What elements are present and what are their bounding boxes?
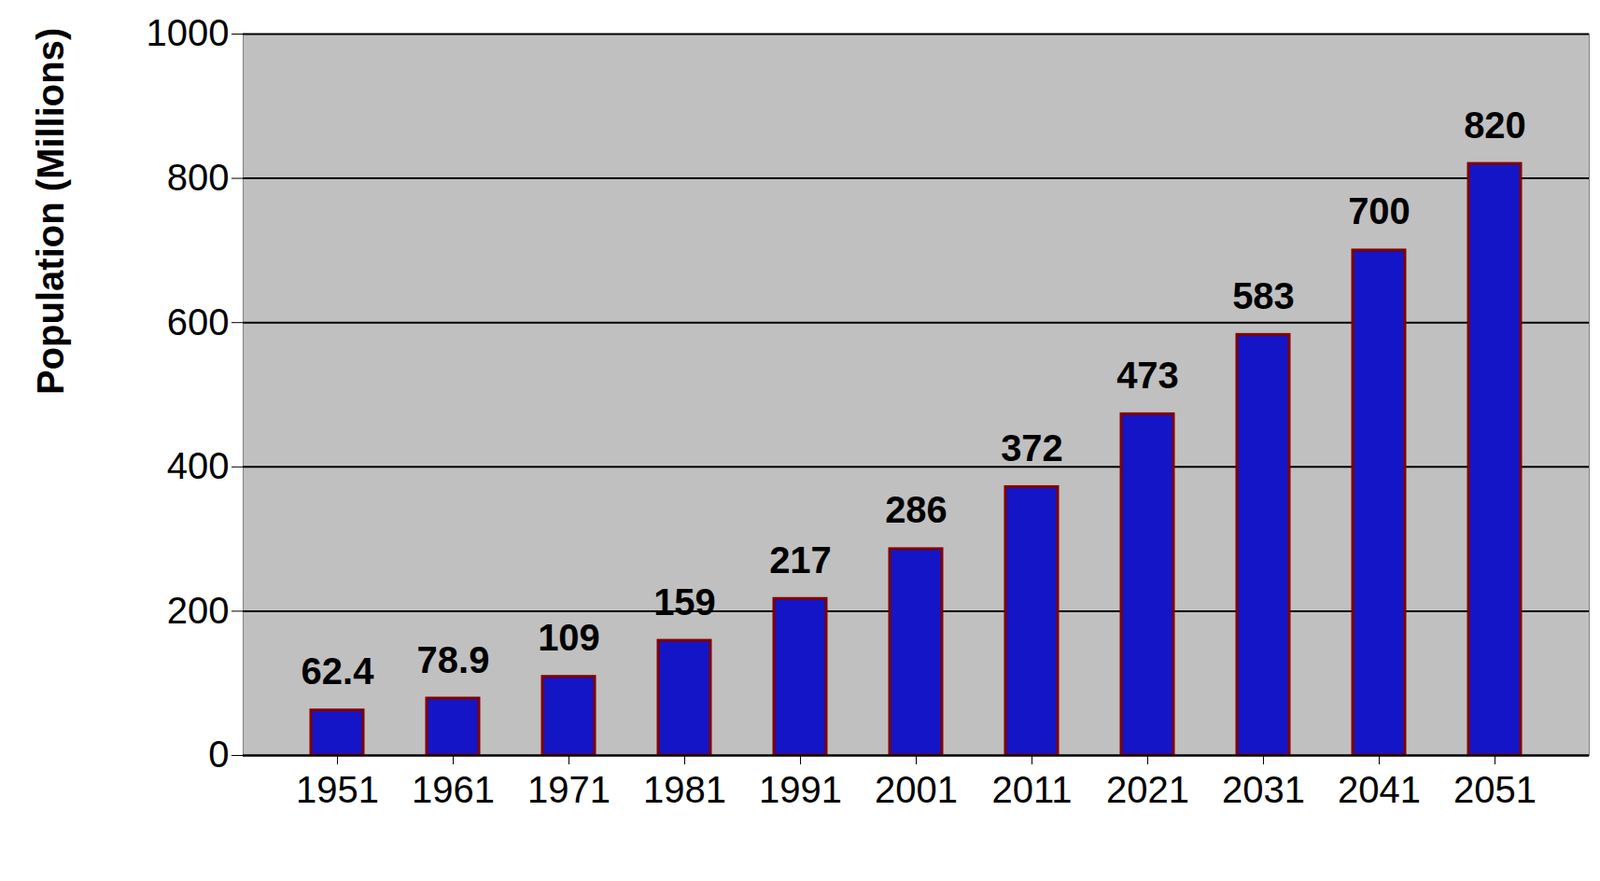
svg-text:800: 800 bbox=[167, 156, 230, 198]
svg-text:473: 473 bbox=[1116, 354, 1179, 396]
svg-text:159: 159 bbox=[653, 581, 716, 623]
svg-text:0: 0 bbox=[208, 733, 229, 775]
svg-text:217: 217 bbox=[769, 539, 832, 581]
svg-text:700: 700 bbox=[1347, 190, 1411, 232]
svg-text:1981: 1981 bbox=[643, 769, 727, 811]
svg-text:78.9: 78.9 bbox=[417, 639, 491, 681]
svg-text:2021: 2021 bbox=[1106, 769, 1190, 811]
svg-text:200: 200 bbox=[167, 589, 230, 632]
svg-text:286: 286 bbox=[884, 489, 948, 531]
svg-text:400: 400 bbox=[167, 445, 230, 487]
svg-text:372: 372 bbox=[1000, 427, 1064, 469]
svg-text:2011: 2011 bbox=[991, 769, 1072, 811]
svg-text:1961: 1961 bbox=[411, 769, 495, 811]
svg-text:2031: 2031 bbox=[1221, 769, 1306, 811]
svg-text:2041: 2041 bbox=[1337, 769, 1421, 811]
svg-text:1000: 1000 bbox=[146, 12, 230, 54]
svg-text:1971: 1971 bbox=[527, 769, 611, 811]
svg-text:109: 109 bbox=[537, 617, 601, 659]
svg-text:Population (Millions): Population (Millions) bbox=[29, 28, 71, 395]
svg-text:1951: 1951 bbox=[295, 769, 379, 811]
svg-text:2051: 2051 bbox=[1453, 769, 1537, 811]
svg-text:583: 583 bbox=[1232, 275, 1295, 317]
svg-text:820: 820 bbox=[1463, 104, 1527, 146]
svg-text:600: 600 bbox=[167, 301, 230, 343]
svg-text:2001: 2001 bbox=[874, 769, 958, 811]
svg-text:1991: 1991 bbox=[758, 769, 843, 811]
svg-text:62.4: 62.4 bbox=[301, 650, 376, 692]
